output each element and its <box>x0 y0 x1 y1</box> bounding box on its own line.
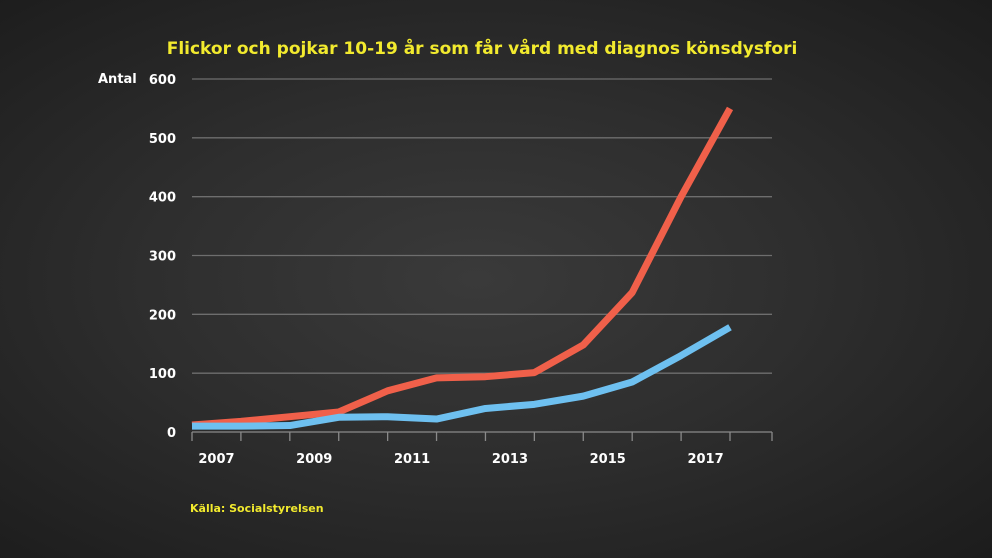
y-tick-labels: 0 100 200 300 400 500 600 <box>149 73 176 441</box>
source-note: Källa: Socialstyrelsen <box>190 502 324 515</box>
y-tick-label: 500 <box>149 132 176 147</box>
x-tick-label: 2011 <box>394 452 430 467</box>
x-tick-label: 2015 <box>590 452 626 467</box>
x-tick-label: 2017 <box>687 452 723 467</box>
series-lines <box>191 106 734 430</box>
y-tick-label: 600 <box>149 73 176 88</box>
y-axis-label: Antal <box>98 72 137 87</box>
series-line-1 <box>191 106 734 429</box>
gridlines <box>192 78 772 374</box>
y-tick-label: 200 <box>149 308 176 323</box>
x-tick-label: 2007 <box>198 452 234 467</box>
y-tick-label: 0 <box>167 426 176 441</box>
series-line-2 <box>192 324 732 430</box>
y-tick-label: 400 <box>149 191 176 206</box>
x-axis: 2007 2009 2011 2013 2015 2017 <box>191 431 773 467</box>
y-tick-label: 300 <box>149 250 176 265</box>
chart-title: Flickor och pojkar 10-19 år som får vård… <box>167 37 798 59</box>
x-tick-label: 2009 <box>296 452 332 467</box>
x-tick-label: 2013 <box>492 452 528 467</box>
y-tick-label: 100 <box>149 367 176 382</box>
